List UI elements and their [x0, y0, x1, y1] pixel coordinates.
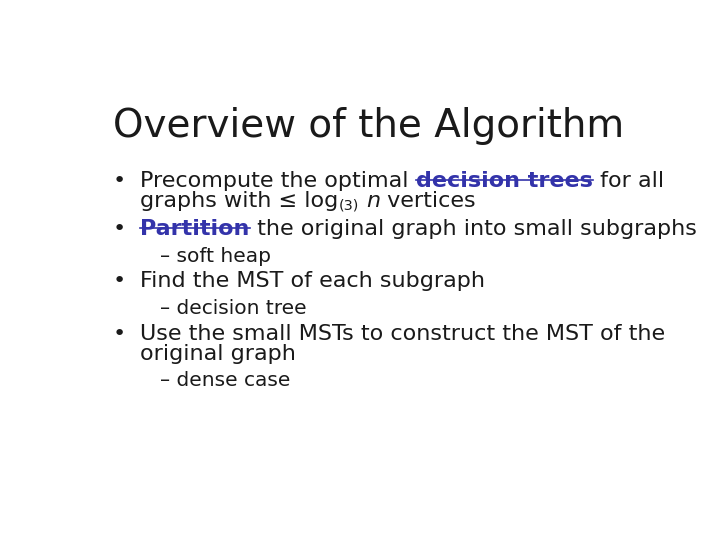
Text: •: • [113, 271, 126, 291]
Text: (3): (3) [338, 199, 359, 213]
Text: vertices: vertices [380, 191, 476, 211]
Text: – soft heap: – soft heap [160, 247, 271, 266]
Text: •: • [113, 219, 126, 239]
Text: original graph: original graph [140, 343, 296, 363]
Text: graphs with ≤ log: graphs with ≤ log [140, 191, 338, 211]
Text: Partition: Partition [140, 219, 250, 239]
Text: decision trees: decision trees [416, 171, 593, 191]
Text: for all: for all [593, 171, 664, 191]
Text: Find the MST of each subgraph: Find the MST of each subgraph [140, 271, 485, 291]
Text: •: • [113, 171, 126, 191]
Text: – decision tree: – decision tree [160, 299, 307, 318]
Text: •: • [113, 323, 126, 343]
Text: Precompute the optimal: Precompute the optimal [140, 171, 416, 191]
Text: n: n [366, 191, 380, 211]
Text: the original graph into small subgraphs: the original graph into small subgraphs [250, 219, 697, 239]
Text: Use the small MSTs to construct the MST of the: Use the small MSTs to construct the MST … [140, 323, 665, 343]
Text: Overview of the Algorithm: Overview of the Algorithm [114, 107, 624, 145]
Text: – dense case: – dense case [160, 372, 290, 390]
